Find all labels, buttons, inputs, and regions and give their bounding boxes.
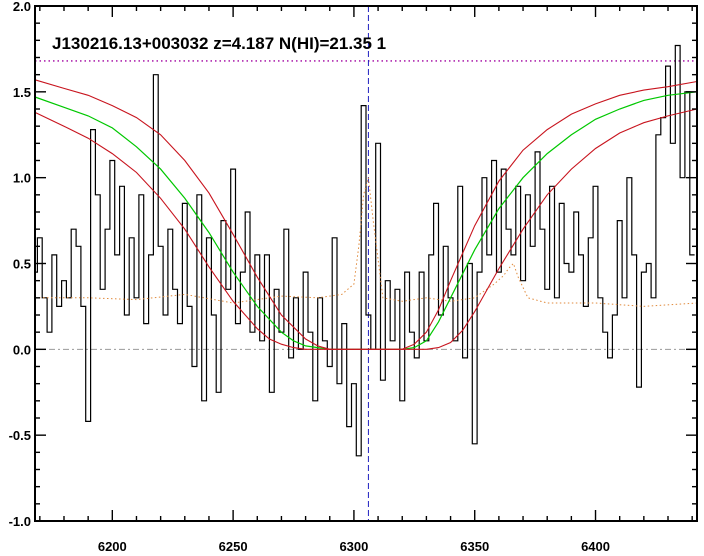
y-tick-label: 1.0 [13, 171, 31, 186]
x-tick-label: 6400 [581, 539, 610, 554]
x-tick-label: 6200 [98, 539, 127, 554]
x-tick-label: 6350 [460, 539, 489, 554]
x-tick-label: 6250 [219, 539, 248, 554]
model-lower-series [34, 108, 698, 350]
series-group [34, 44, 698, 457]
y-tick-label: -1.0 [9, 514, 31, 529]
y-tick-label: -0.5 [9, 428, 31, 443]
y-tick-label: 1.5 [13, 85, 31, 100]
y-tick-label: 2.0 [13, 0, 31, 14]
x-tick-label: 6300 [339, 539, 368, 554]
axes-group: 6200 6250 6300 6350 6400 -1.0 -0.5 0.0 0.5 1.0 1.5… [9, 0, 698, 554]
chart-title: J130216.13+003032 z=4.187 N(HI)=21.35 1 [52, 34, 386, 53]
y-tick-label: 0.5 [13, 257, 31, 272]
flux-series [35, 44, 695, 457]
y-tick-label: 0.0 [13, 342, 31, 357]
